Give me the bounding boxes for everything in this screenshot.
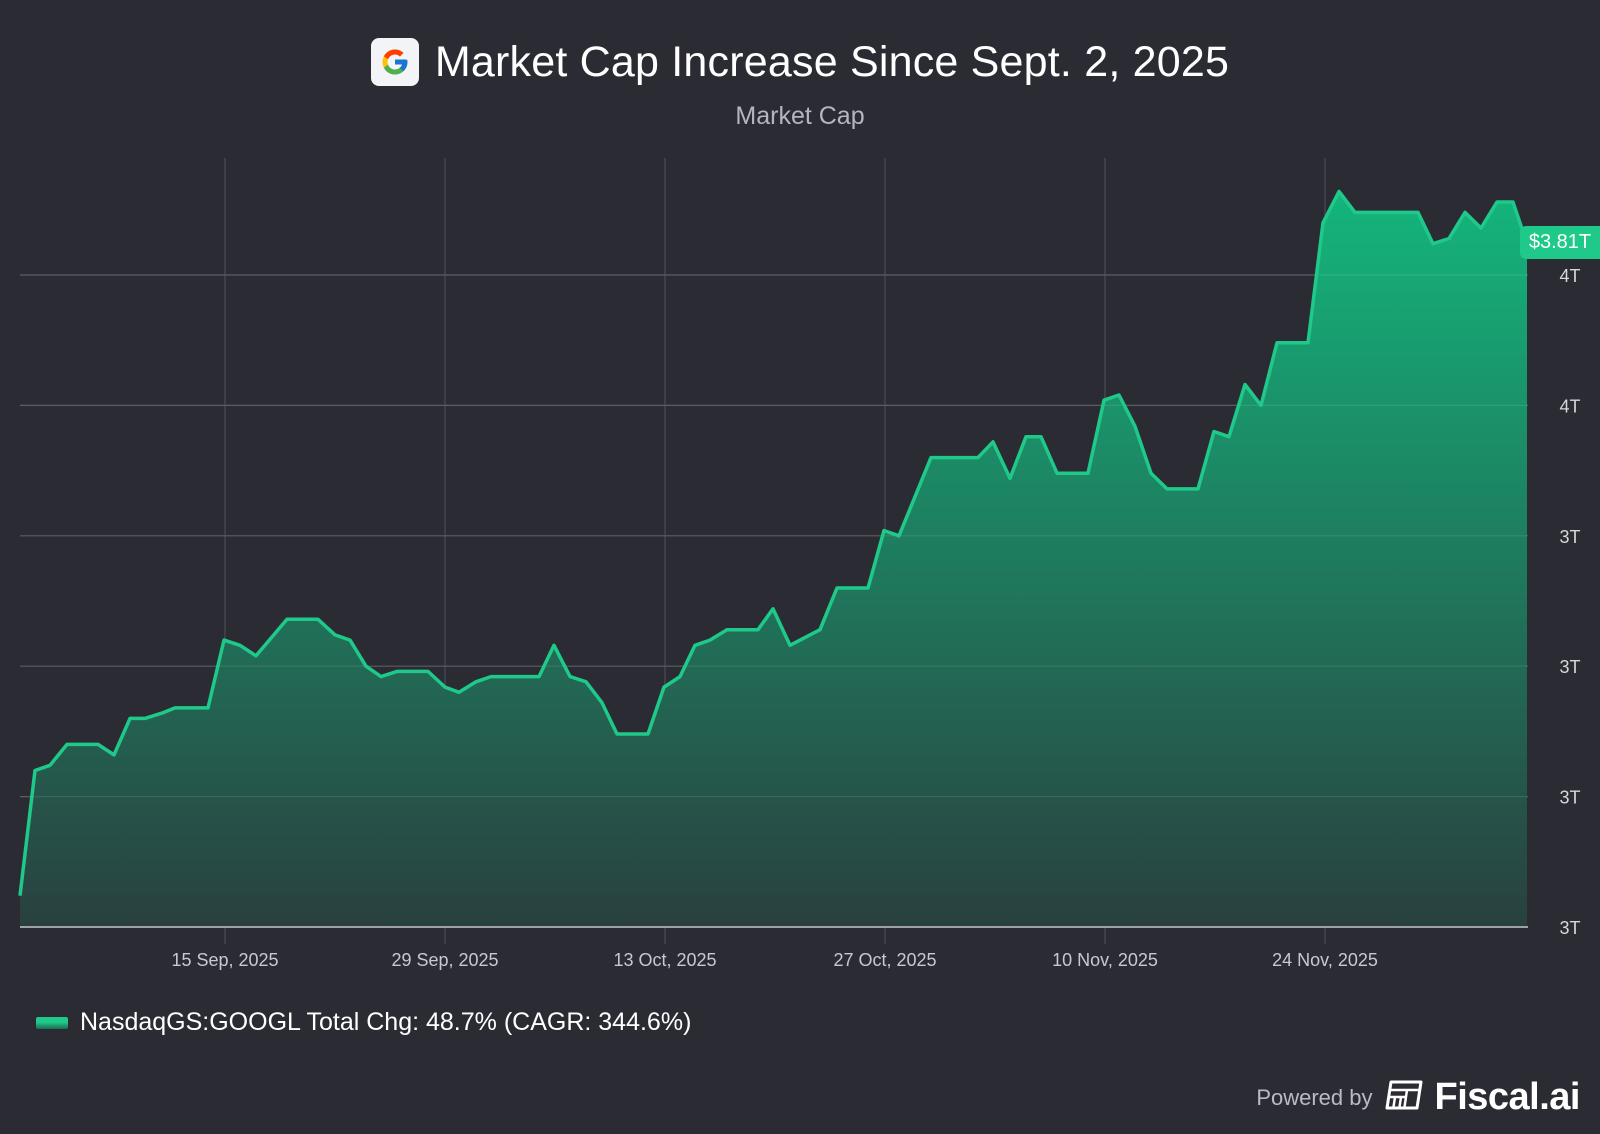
legend-label: NasdaqGS:GOOGL Total Chg: 48.7% (CAGR: 3… xyxy=(80,1008,692,1036)
legend-swatch-icon xyxy=(36,1016,68,1029)
market-cap-line[interactable] xyxy=(18,189,1529,896)
gridlines-overlay xyxy=(20,274,1528,798)
chart-plot-area: 15 Sep, 2025 29 Sep, 2025 13 Oct, 2025 27 O… xyxy=(18,158,1581,970)
market-cap-area xyxy=(20,191,1527,927)
chart-header: Market Cap Increase Since Sept. 2, 2025 xyxy=(0,34,1600,90)
x-tick-label: 15 Sep, 2025 xyxy=(171,950,278,970)
y-axis-ticks: 4T 4T 3T 3T 3T 3T xyxy=(1559,266,1580,938)
fiscal-ai-logo-icon xyxy=(1385,1080,1423,1115)
y-tick-label: 3T xyxy=(1559,788,1580,808)
x-tick-label: 24 Nov, 2025 xyxy=(1272,950,1378,970)
last-value-badge: $3.81T xyxy=(1520,226,1600,259)
powered-by-text: Powered by xyxy=(1256,1084,1373,1110)
x-tick-label: 13 Oct, 2025 xyxy=(613,950,716,970)
x-tick-label: 27 Oct, 2025 xyxy=(833,950,936,970)
chart-subtitle: Market Cap xyxy=(735,102,865,130)
legend-item-googl[interactable]: NasdaqGS:GOOGL Total Chg: 48.7% (CAGR: 3… xyxy=(36,1008,691,1037)
y-tick-label: 4T xyxy=(1559,266,1580,286)
chart-title: Market Cap Increase Since Sept. 2, 2025 xyxy=(434,37,1230,86)
footer-attribution: Powered by Fiscal.ai xyxy=(1256,1076,1580,1119)
google-g-icon xyxy=(370,38,419,86)
y-tick-label: 4T xyxy=(1559,396,1580,416)
y-tick-label: 3T xyxy=(1559,918,1580,938)
x-tick-label: 10 Nov, 2025 xyxy=(1052,950,1158,970)
x-axis-ticks: 15 Sep, 2025 29 Sep, 2025 13 Oct, 2025 27 O… xyxy=(171,950,1377,970)
fiscal-ai-brand: Fiscal.ai xyxy=(1434,1076,1581,1118)
y-tick-label: 3T xyxy=(1559,527,1580,547)
x-tick-label: 29 Sep, 2025 xyxy=(391,950,498,970)
y-tick-label: 3T xyxy=(1559,657,1580,677)
